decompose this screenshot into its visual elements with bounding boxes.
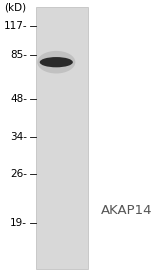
Text: 26-: 26-: [10, 169, 27, 179]
Text: 48-: 48-: [10, 94, 27, 104]
Text: 19-: 19-: [10, 218, 27, 228]
FancyBboxPatch shape: [36, 7, 88, 269]
Text: 117-: 117-: [3, 21, 27, 31]
Text: (kD): (kD): [5, 3, 27, 13]
Text: 34-: 34-: [10, 132, 27, 141]
Ellipse shape: [37, 51, 75, 73]
Text: 85-: 85-: [10, 51, 27, 60]
Ellipse shape: [40, 57, 73, 67]
Text: AKAP14: AKAP14: [101, 204, 153, 217]
